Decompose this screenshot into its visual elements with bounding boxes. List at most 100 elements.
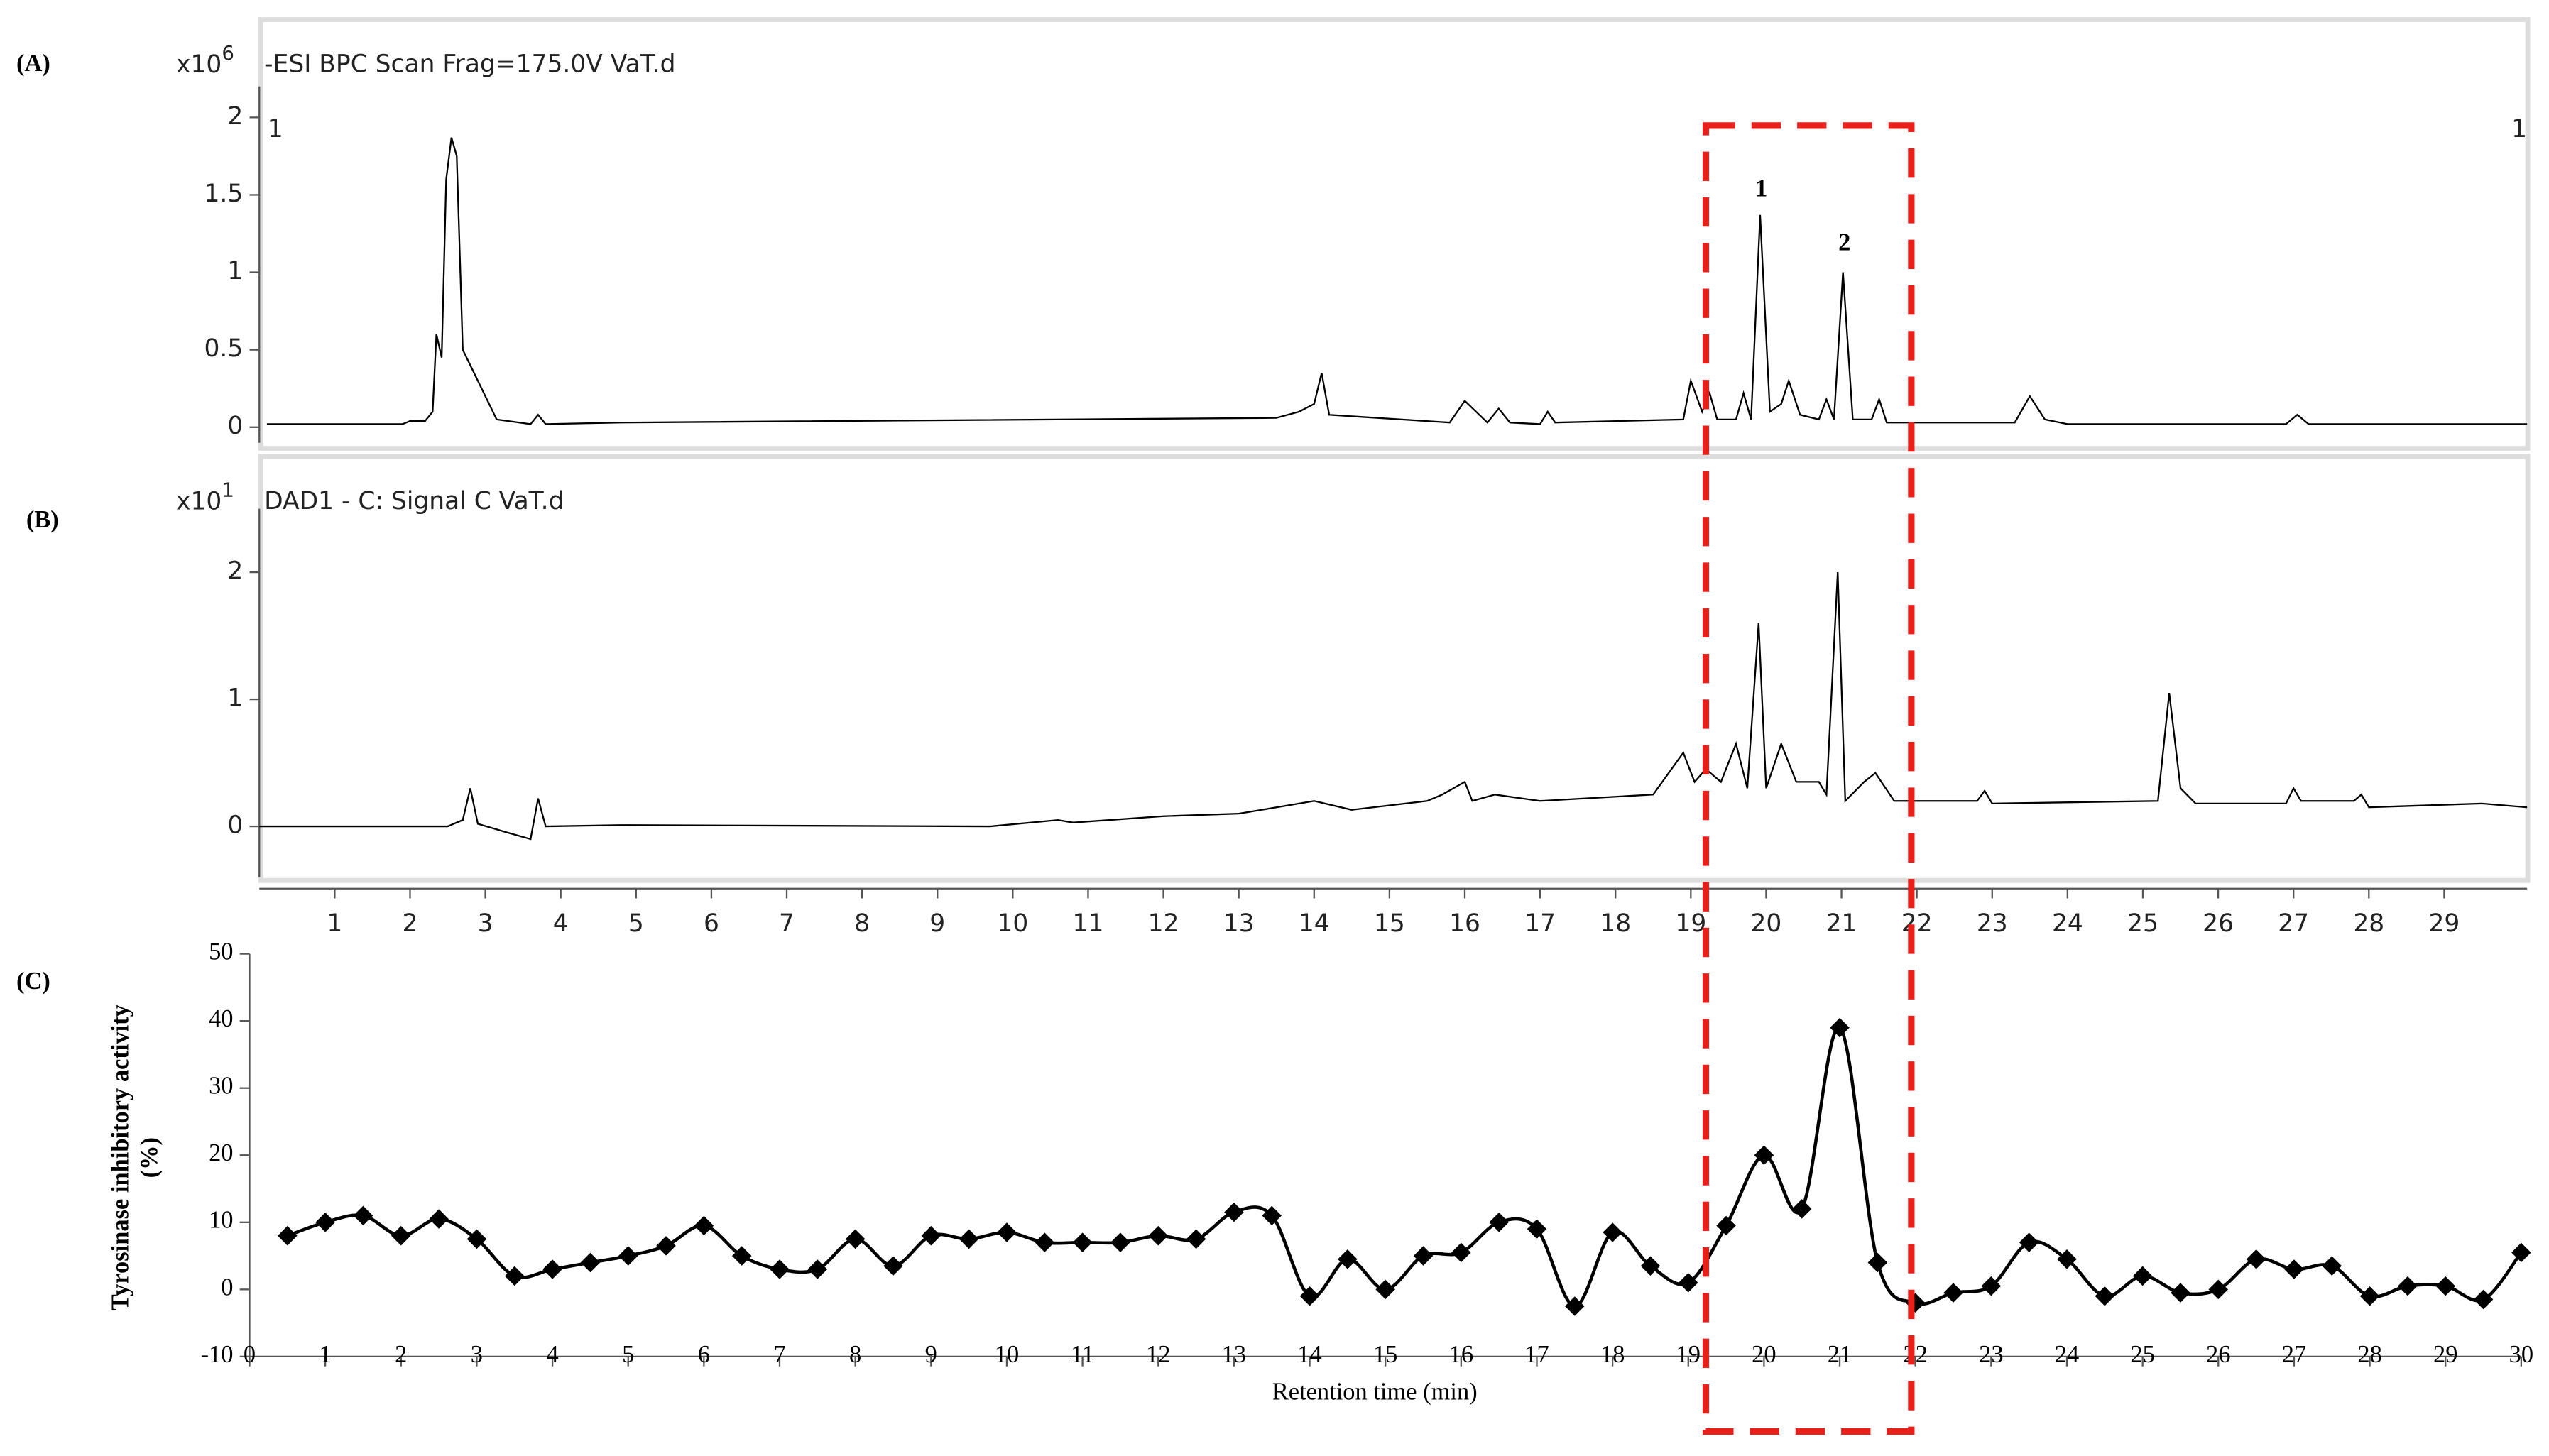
y-tick-label: 2 — [227, 102, 243, 131]
data-point — [315, 1213, 335, 1232]
panel-frame — [258, 454, 2531, 883]
peak-label: 2 — [1838, 229, 1850, 256]
data-point — [2473, 1289, 2494, 1310]
data-point — [2511, 1242, 2531, 1263]
data-point — [429, 1209, 449, 1229]
data-point — [2095, 1286, 2115, 1306]
data-point — [2435, 1276, 2456, 1296]
data-point — [1262, 1205, 1282, 1226]
y-tick-label: 2 — [227, 557, 243, 586]
scale-base: x10 — [176, 50, 222, 78]
data-point — [2398, 1276, 2418, 1296]
data-point — [1565, 1296, 1585, 1316]
data-point — [1603, 1222, 1622, 1242]
data-point — [542, 1259, 562, 1279]
x-tick-label: 17 — [1524, 909, 1556, 938]
x-tick-label: 25 — [2127, 909, 2158, 938]
x-tick-label: 2 — [395, 1341, 407, 1368]
y-tick-label: 30 — [209, 1073, 233, 1100]
data-point — [466, 1229, 487, 1249]
x-tick-label: 14 — [1297, 1341, 1321, 1368]
x-tick-label: 29 — [2429, 909, 2460, 938]
data-point — [1943, 1283, 1963, 1303]
data-point — [2208, 1279, 2229, 1300]
x-tick-label: 23 — [1979, 1341, 2003, 1368]
x-tick-label: 10 — [995, 1341, 1019, 1368]
x-tick-label: 5 — [628, 909, 644, 938]
y-tick-label: 0.5 — [204, 334, 244, 363]
data-point — [1451, 1242, 1471, 1263]
data-point — [1148, 1225, 1169, 1246]
x-tick-label: 24 — [2055, 1341, 2079, 1368]
data-point — [731, 1246, 752, 1266]
y-tick-label: 0 — [227, 412, 243, 440]
data-point — [1754, 1145, 1774, 1166]
data-point — [1299, 1286, 1320, 1306]
scale-exponent: 1 — [222, 478, 234, 501]
x-tick-label: 26 — [2206, 1341, 2230, 1368]
data-point — [2057, 1249, 2077, 1269]
y-tick-label: 40 — [209, 1005, 233, 1032]
data-point — [2359, 1286, 2380, 1306]
y-tick-label: 50 — [209, 938, 233, 965]
x-tick-label: 1 — [320, 1341, 332, 1368]
data-point — [997, 1222, 1017, 1242]
data-point — [1338, 1249, 1358, 1269]
x-tick-label: 2 — [403, 909, 418, 938]
data-point — [1489, 1213, 1509, 1232]
x-tick-label: 18 — [1600, 909, 1631, 938]
x-tick-label: 19 — [1675, 909, 1706, 938]
x-tick-label: 12 — [1146, 1341, 1170, 1368]
data-point — [1981, 1276, 2002, 1296]
corner-label: 1 — [268, 115, 283, 143]
data-point — [1867, 1252, 1888, 1273]
y-tick-label: 1.5 — [204, 180, 244, 208]
x-tick-label: 4 — [553, 909, 569, 938]
scale-base: x10 — [176, 487, 222, 515]
panel-label: (B) — [26, 506, 59, 533]
panel-frame — [258, 17, 2531, 451]
x-tick-label: 6 — [698, 1341, 710, 1368]
y-axis-title: Tyrosinase inhibitory activity — [107, 1005, 133, 1310]
series-line — [266, 137, 2528, 425]
x-tick-label: 27 — [2278, 909, 2309, 938]
data-point — [1035, 1232, 1055, 1252]
data-point — [883, 1256, 903, 1276]
x-tick-label: 8 — [849, 1341, 861, 1368]
x-tick-label: 16 — [1449, 1341, 1473, 1368]
x-tick-label: 11 — [1071, 1341, 1094, 1368]
y-tick-label: -10 — [201, 1341, 234, 1368]
y-tick-label: 1 — [227, 684, 243, 713]
x-tick-label: 7 — [779, 909, 795, 938]
y-tick-label: 0 — [221, 1274, 233, 1301]
data-point — [1527, 1219, 1547, 1239]
x-tick-label: 21 — [1828, 1341, 1852, 1368]
x-tick-label: 22 — [1901, 909, 1933, 938]
x-tick-label: 25 — [2130, 1341, 2154, 1368]
x-tick-label: 24 — [2052, 909, 2083, 938]
data-point — [2246, 1249, 2266, 1269]
x-tick-label: 13 — [1222, 1341, 1246, 1368]
x-tick-label: 6 — [704, 909, 719, 938]
panel-label: (A) — [16, 50, 50, 77]
x-tick-label: 12 — [1148, 909, 1179, 938]
x-tick-label: 19 — [1676, 1341, 1701, 1368]
x-tick-label: 3 — [478, 909, 493, 938]
data-point — [2284, 1259, 2304, 1279]
data-point — [656, 1236, 676, 1256]
data-point — [391, 1225, 411, 1246]
data-point — [2132, 1266, 2153, 1286]
data-point — [2322, 1256, 2342, 1276]
y-tick-label: 0 — [227, 811, 243, 840]
x-tick-label: 5 — [622, 1341, 634, 1368]
x-tick-label: 3 — [471, 1341, 483, 1368]
x-tick-label: 10 — [997, 909, 1028, 938]
x-tick-label: 0 — [244, 1341, 256, 1368]
x-tick-label: 7 — [773, 1341, 785, 1368]
x-tick-label: 1 — [327, 909, 342, 938]
x-tick-label: 8 — [854, 909, 870, 938]
x-tick-label: 11 — [1073, 909, 1104, 938]
